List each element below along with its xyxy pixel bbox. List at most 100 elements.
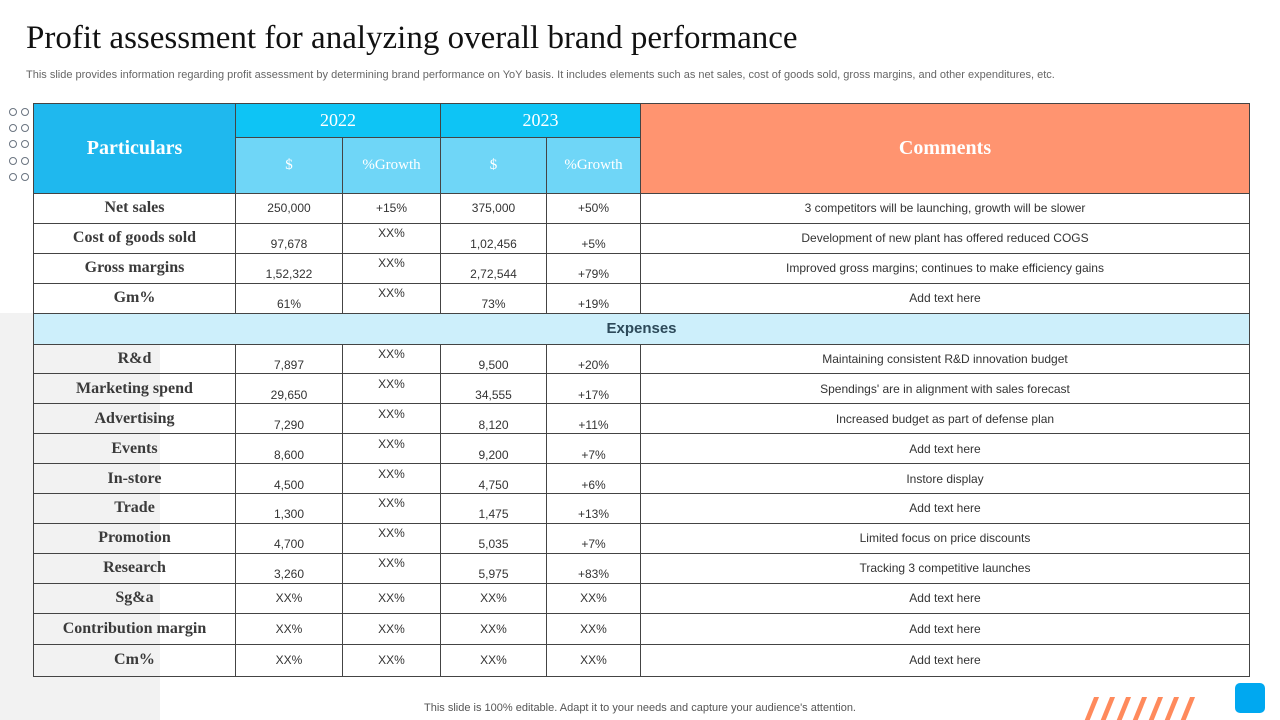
value-2022: 29,650: [235, 373, 343, 405]
value-2023: 9,200: [440, 433, 547, 465]
dot-icon: [9, 108, 17, 116]
stripe-shape: [1113, 697, 1132, 720]
value-2023: 8,120: [440, 403, 547, 435]
row-label: Research: [33, 552, 236, 584]
growth-2022: XX%: [342, 582, 441, 614]
value-2022: 3,260: [235, 552, 343, 584]
value-2022: 4,700: [235, 522, 343, 554]
table-row: Advertising 7,290 XX% 8,120 +11% Increas…: [33, 403, 1250, 435]
table-row: Marketing spend 29,650 XX% 34,555 +17% S…: [33, 373, 1250, 405]
growth-2023: +5%: [546, 222, 641, 254]
growth-2022: XX%: [342, 493, 441, 524]
row-comment: Add text here: [640, 644, 1250, 677]
footer-note: This slide is 100% editable. Adapt it to…: [424, 702, 856, 714]
row-comment: Tracking 3 competitive launches: [640, 552, 1250, 584]
dot-icon: [21, 124, 29, 133]
growth-2022: XX%: [342, 433, 441, 465]
growth-2022: XX%: [342, 252, 441, 284]
value-2023: 5,035: [440, 522, 547, 554]
row-label: Promotion: [33, 522, 236, 554]
growth-2023: XX%: [546, 644, 641, 677]
growth-2023: XX%: [546, 582, 641, 614]
growth-2023: +7%: [546, 433, 641, 465]
value-2023: 2,72,544: [440, 252, 547, 284]
growth-2022: XX%: [342, 222, 441, 254]
growth-2022: XX%: [342, 403, 441, 435]
expenses-section-label: Expenses: [33, 312, 1250, 345]
section-row: Expenses: [33, 312, 1250, 345]
growth-2023: +11%: [546, 403, 641, 435]
value-2023: XX%: [440, 582, 547, 614]
dot-icon: [21, 140, 29, 149]
dot-icon: [9, 156, 17, 165]
growth-2023: +13%: [546, 493, 641, 524]
header-dollar-2022: $: [235, 137, 343, 194]
table-row: Research 3,260 XX% 5,975 +83% Tracking 3…: [33, 552, 1250, 584]
row-comment: Add text here: [640, 493, 1250, 524]
value-2023: 1,02,456: [440, 222, 547, 254]
growth-2022: XX%: [342, 282, 441, 314]
value-2023: 1,475: [440, 493, 547, 524]
value-2023: 9,500: [440, 343, 547, 375]
row-label: Gm%: [33, 282, 236, 314]
table-row: Cm% XX% XX% XX% XX% Add text here: [33, 644, 1250, 677]
value-2022: 61%: [235, 282, 343, 314]
table-row: Trade 1,300 XX% 1,475 +13% Add text here: [33, 493, 1250, 524]
row-comment: Increased budget as part of defense plan: [640, 403, 1250, 435]
row-label: In-store: [33, 463, 236, 495]
value-2023: XX%: [440, 612, 547, 646]
row-comment: Maintaining consistent R&D innovation bu…: [640, 343, 1250, 375]
row-comment: Limited focus on price discounts: [640, 522, 1250, 554]
profit-assessment-table: Particulars 2022 2023 Comments $ %Growth…: [33, 103, 1250, 677]
value-2022: XX%: [235, 612, 343, 646]
page-title: Profit assessment for analyzing overall …: [26, 20, 798, 56]
value-2022: 250,000: [235, 193, 343, 224]
page-subtitle: This slide provides information regardin…: [26, 69, 1055, 81]
row-comment: Improved gross margins; continues to mak…: [640, 252, 1250, 284]
value-2023: XX%: [440, 644, 547, 677]
accent-square: [1235, 683, 1265, 713]
table-row: Net sales 250,000 +15% 375,000 +50% 3 co…: [33, 193, 1250, 224]
value-2022: 97,678: [235, 222, 343, 254]
value-2023: 34,555: [440, 373, 547, 405]
stripe-shape: [1161, 697, 1180, 720]
dot-icon: [21, 108, 29, 116]
row-comment: Add text here: [640, 433, 1250, 465]
value-2022: 7,290: [235, 403, 343, 435]
growth-2022: XX%: [342, 522, 441, 554]
table-row: Events 8,600 XX% 9,200 +7% Add text here: [33, 433, 1250, 465]
header-growth-2023: %Growth: [546, 137, 641, 194]
growth-2022: XX%: [342, 552, 441, 584]
row-label: Sg&a: [33, 582, 236, 614]
growth-2022: XX%: [342, 343, 441, 375]
growth-2023: +83%: [546, 552, 641, 584]
growth-2022: +15%: [342, 193, 441, 224]
row-label: Cost of goods sold: [33, 222, 236, 254]
stripe-shape: [1097, 697, 1116, 720]
row-comment: Add text here: [640, 282, 1250, 314]
value-2023: 73%: [440, 282, 547, 314]
dot-icon: [21, 172, 29, 181]
header-year-2023: 2023: [440, 103, 641, 138]
row-comment: Development of new plant has offered red…: [640, 222, 1250, 254]
dot-icon: [9, 140, 17, 149]
growth-2023: +20%: [546, 343, 641, 375]
row-comment: Add text here: [640, 582, 1250, 614]
growth-2022: XX%: [342, 644, 441, 677]
row-label: R&d: [33, 343, 236, 375]
value-2022: XX%: [235, 644, 343, 677]
header-dollar-2023: $: [440, 137, 547, 194]
dot-icon: [21, 156, 29, 165]
stripe-shape: [1177, 697, 1196, 720]
table-row: Contribution margin XX% XX% XX% XX% Add …: [33, 612, 1250, 646]
table-row: Gross margins 1,52,322 XX% 2,72,544 +79%…: [33, 252, 1250, 284]
row-comment: 3 competitors will be launching, growth …: [640, 193, 1250, 224]
growth-2023: +50%: [546, 193, 641, 224]
dot-icon: [9, 172, 17, 181]
growth-2023: +17%: [546, 373, 641, 405]
row-label: Gross margins: [33, 252, 236, 284]
table-row: Sg&a XX% XX% XX% XX% Add text here: [33, 582, 1250, 614]
growth-2022: XX%: [342, 463, 441, 495]
row-label: Cm%: [33, 644, 236, 677]
header-growth-2022: %Growth: [342, 137, 441, 194]
